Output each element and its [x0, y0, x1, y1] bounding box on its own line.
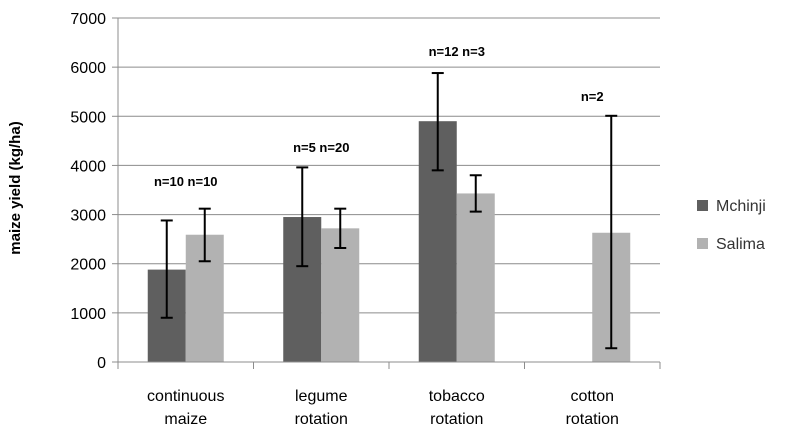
y-tick-label: 3000 — [70, 208, 106, 225]
bars — [147, 121, 631, 362]
y-tick-label: 5000 — [70, 109, 106, 126]
y-tick-label: 7000 — [70, 11, 106, 28]
y-tick-label: 0 — [97, 355, 106, 372]
bar-salima — [456, 193, 495, 362]
sample-size-label: n=10 n=10 — [154, 174, 218, 189]
legend-label-salima: Salima — [716, 236, 765, 253]
x-tick-label: continuous — [147, 388, 224, 405]
y-axis-label: maize yield (kg/ha) — [7, 121, 24, 254]
x-tick-label: rotation — [295, 411, 348, 428]
y-tick-label: 2000 — [70, 257, 106, 274]
bar-salima — [321, 228, 360, 362]
legend-swatch-mchinji — [697, 200, 708, 211]
x-tick-label: tobacco — [429, 388, 485, 405]
legend-label-mchinji: Mchinji — [716, 198, 766, 215]
x-tick-label: rotation — [566, 411, 619, 428]
y-tick-label: 1000 — [70, 306, 106, 323]
sample-size-label: n=5 n=20 — [293, 140, 349, 155]
x-axis-ticks: continuous maize legume rotation tobacco rota… — [117, 362, 661, 428]
sample-size-label: n=2 — [581, 89, 604, 104]
x-tick-label: rotation — [430, 411, 483, 428]
x-tick-label: cotton — [570, 388, 614, 405]
sample-size-label: n=12 n=3 — [429, 44, 485, 59]
y-tick-label: 4000 — [70, 158, 106, 175]
legend-swatch-salima — [697, 238, 708, 249]
error-bars — [160, 72, 618, 350]
sample-size-annotations: n=10 n=10 n=5 n=20 n=12 n=3 n=2 — [154, 44, 604, 189]
legend: Mchinji Salima — [697, 198, 766, 253]
x-tick-label: maize — [164, 411, 207, 428]
y-tick-label: 6000 — [70, 60, 106, 77]
x-tick-label: legume — [295, 388, 348, 405]
y-axis-ticks: 0 1000 2000 3000 4000 5000 6000 7000 — [70, 11, 118, 372]
